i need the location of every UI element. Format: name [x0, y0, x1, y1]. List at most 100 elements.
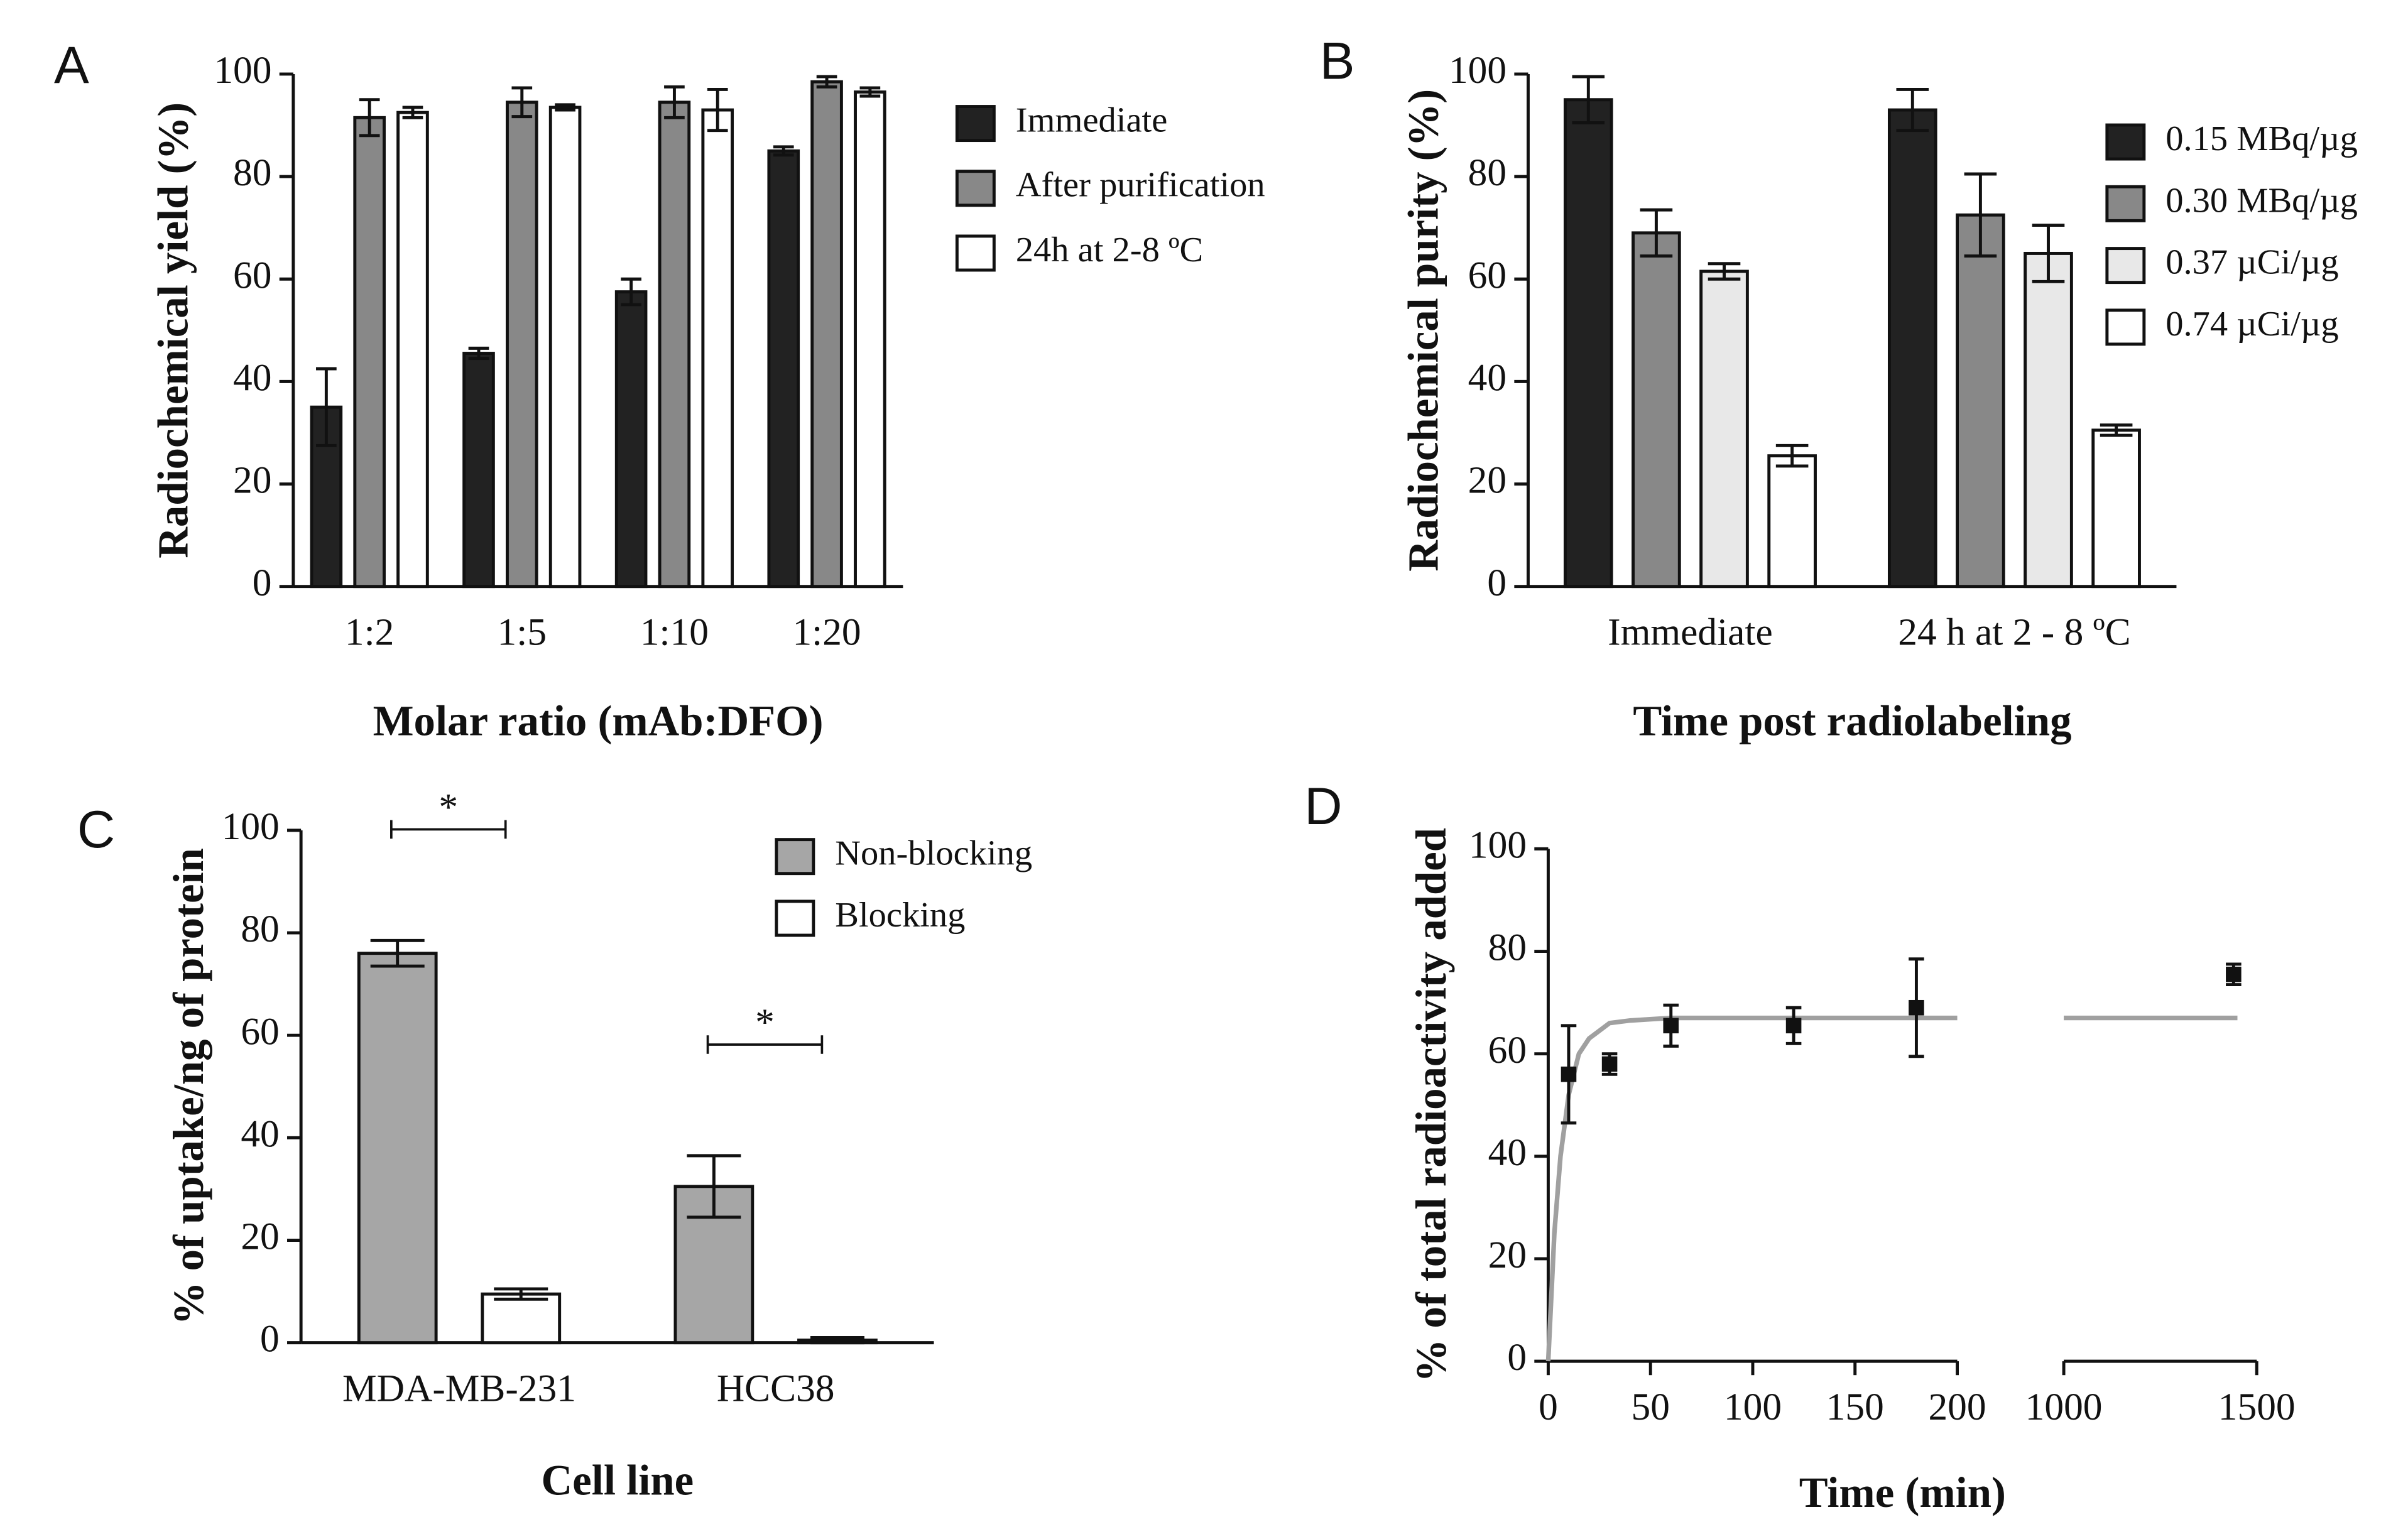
legend-swatch [775, 838, 815, 876]
y-tick-label: 20 [1468, 459, 1506, 502]
significance-bracket [390, 820, 507, 839]
error-bar [370, 938, 425, 968]
point [1785, 1018, 1802, 1034]
point [1663, 1018, 1679, 1034]
y-tick-label: 0 [253, 562, 272, 604]
x-tick-label: HCC38 [717, 1367, 835, 1410]
y-axis-title: % of total radioactivity added [1407, 828, 1455, 1383]
x-tick-label: 0 [1539, 1386, 1558, 1428]
error-bar [555, 103, 575, 112]
error-bar [2100, 423, 2133, 437]
bar [1699, 269, 1749, 589]
y-tick-label: 100 [1469, 823, 1527, 866]
x-tick-label: 1:20 [792, 611, 861, 653]
x-axis-title: Time (min) [1799, 1469, 2006, 1516]
y-tick-label: 60 [233, 254, 271, 296]
error-bar [707, 87, 728, 133]
error-bar [402, 106, 423, 119]
error-bar [1896, 87, 1929, 133]
y-tick-label: 60 [1488, 1029, 1527, 1072]
x-tick-label: 1:2 [345, 611, 394, 653]
x-tick-label: 150 [1826, 1386, 1884, 1428]
bar [854, 90, 886, 589]
y-tick-label: 0 [1487, 562, 1506, 604]
point [1601, 1056, 1618, 1072]
x-tick-label: 50 [1631, 1386, 1669, 1428]
y-tick-label: 80 [1468, 151, 1506, 194]
bar [1632, 231, 1681, 589]
legend-label: 0.74 µCi/µg [2166, 305, 2338, 344]
x-tick-label: 200 [1928, 1386, 1986, 1428]
error-bar [1964, 172, 1997, 258]
x-tick-label: 100 [1724, 1386, 1782, 1428]
legend-label: 0.30 MBq/µg [2166, 181, 2358, 220]
y-tick-label: 40 [1468, 356, 1506, 399]
error-bar [687, 1154, 741, 1219]
bar [2091, 428, 2141, 589]
legend-swatch [955, 234, 996, 272]
y-tick-label: 100 [214, 49, 271, 92]
x-tick-label: 1:5 [498, 611, 547, 653]
bar [357, 952, 438, 1345]
legend-swatch [955, 105, 996, 143]
y-tick-label: 20 [241, 1215, 279, 1258]
bar [810, 80, 843, 589]
bar [396, 111, 429, 589]
x-axis-title: Time post radiolabeling [1633, 697, 2071, 745]
y-tick-label: 60 [1468, 254, 1506, 296]
x-tick-label: 1000 [2025, 1386, 2103, 1428]
y-tick-label: 0 [1507, 1336, 1527, 1379]
bar [701, 108, 734, 589]
bar [767, 149, 800, 589]
y-tick-label: 0 [260, 1318, 280, 1361]
y-tick-label: 100 [1449, 49, 1506, 92]
y-tick-label: 20 [233, 459, 271, 502]
error-bar [468, 346, 489, 361]
point [2226, 966, 2242, 982]
y-axis-title: Radiochemical purity (%) [1400, 89, 1447, 572]
x-tick-label: 1500 [2218, 1386, 2296, 1428]
bar [353, 116, 386, 589]
legend-swatch [955, 170, 996, 207]
bar [2024, 251, 2073, 589]
y-tick-label: 20 [1488, 1234, 1527, 1276]
legend-swatch [2105, 247, 2146, 285]
legend-swatch [2105, 185, 2146, 222]
y-tick-label: 40 [241, 1112, 279, 1155]
panel-label: D [1304, 776, 1342, 835]
bar [658, 101, 691, 589]
error-bar [1572, 75, 1605, 124]
bar [462, 352, 495, 589]
y-tick-label: 80 [233, 151, 271, 194]
significance-bracket [706, 1035, 824, 1054]
error-bar [359, 98, 380, 138]
point [1561, 1067, 1577, 1082]
y-tick-label: 80 [1488, 927, 1527, 969]
bar [481, 1292, 562, 1345]
error-bar [664, 85, 685, 119]
panel-label: B [1320, 31, 1355, 90]
error-bar [859, 86, 881, 98]
error-bar [494, 1287, 548, 1301]
bar [548, 106, 582, 589]
legend-swatch [775, 899, 815, 937]
error-bar [1640, 208, 1673, 258]
x-tick-label: Immediate [1608, 611, 1773, 653]
y-tick-label: 40 [233, 356, 271, 399]
x-tick-label: 1:10 [640, 611, 709, 653]
y-tick-label: 60 [241, 1010, 279, 1053]
error-bar [810, 1336, 864, 1345]
bar [505, 101, 538, 589]
error-bar [316, 367, 337, 447]
error-bar [1775, 443, 1809, 468]
legend-swatch [2105, 123, 2146, 161]
error-bar [773, 145, 794, 157]
point [1909, 999, 1924, 1016]
x-axis-title: Cell line [542, 1456, 694, 1504]
bar [1563, 98, 1613, 589]
panel-label: A [54, 36, 89, 95]
y-tick-label: 100 [222, 805, 280, 848]
x-axis-title: Molar ratio (mAb:DFO) [373, 697, 824, 745]
panel-label: C [77, 800, 115, 859]
